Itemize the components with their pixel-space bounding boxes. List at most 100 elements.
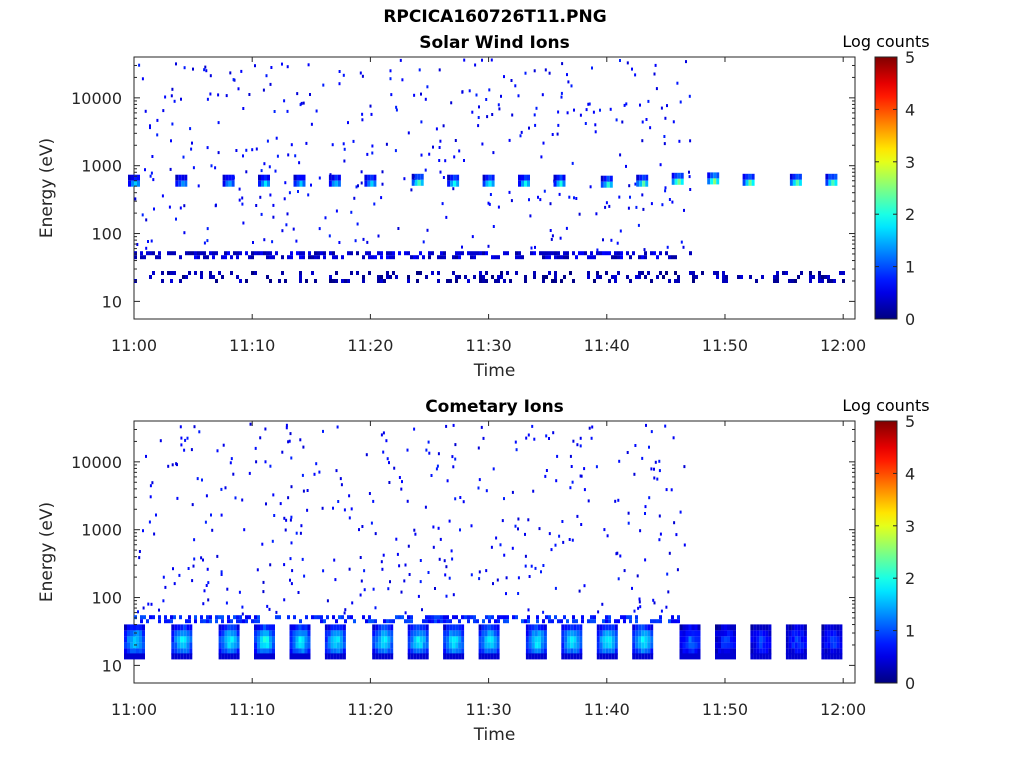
heatmap-cell bbox=[543, 636, 547, 643]
heatmap-cell bbox=[635, 615, 638, 620]
heatmap-cell bbox=[149, 495, 152, 499]
heatmap-cell bbox=[180, 443, 183, 447]
heatmap-cell bbox=[493, 648, 497, 655]
heatmap-cell bbox=[245, 619, 248, 624]
heatmap-cell bbox=[227, 642, 231, 649]
heatmap-cell bbox=[521, 180, 524, 187]
heatmap-cell bbox=[228, 180, 232, 187]
heatmap-cell bbox=[809, 275, 812, 279]
heatmap-cell bbox=[656, 619, 659, 624]
heatmap-cell bbox=[721, 648, 724, 655]
colorbar-tick-label: 2 bbox=[905, 569, 915, 588]
heatmap-cell bbox=[605, 653, 609, 660]
heatmap-cell bbox=[674, 619, 677, 624]
heatmap-cell bbox=[561, 636, 565, 643]
heatmap-cell bbox=[269, 82, 272, 86]
heatmap-cell bbox=[599, 630, 603, 637]
heatmap-cell bbox=[608, 615, 611, 620]
heatmap-cell bbox=[371, 619, 374, 624]
heatmap-cell bbox=[676, 568, 679, 572]
heatmap-cell bbox=[534, 636, 538, 643]
heatmap-cell bbox=[594, 130, 597, 134]
heatmap-cell bbox=[660, 609, 663, 613]
heatmap-cell bbox=[496, 578, 499, 582]
heatmap-cell bbox=[342, 624, 346, 631]
heatmap-cell bbox=[474, 63, 477, 67]
heatmap-cell bbox=[707, 178, 711, 185]
heatmap-cell bbox=[533, 271, 536, 275]
heatmap-cell bbox=[618, 195, 621, 199]
heatmap-cell bbox=[724, 624, 727, 631]
heatmap-cell bbox=[470, 573, 473, 577]
heatmap-cell bbox=[710, 178, 714, 185]
heatmap-cells bbox=[128, 58, 845, 283]
heatmap-cell bbox=[348, 494, 351, 498]
heatmap-cell bbox=[584, 251, 587, 256]
heatmap-cell bbox=[260, 636, 263, 643]
heatmap-cell bbox=[180, 636, 184, 643]
heatmap-cell bbox=[290, 485, 293, 489]
heatmap-cell bbox=[272, 648, 275, 655]
heatmap-cell bbox=[175, 174, 179, 181]
heatmap-cell bbox=[527, 608, 530, 612]
heatmap-cell bbox=[688, 636, 692, 643]
heatmap-cell bbox=[266, 604, 269, 608]
heatmap-cell bbox=[238, 198, 241, 202]
heatmap-cell bbox=[697, 630, 701, 637]
heatmap-cell bbox=[173, 615, 176, 620]
heatmap-cell bbox=[514, 84, 517, 88]
heatmap-cell bbox=[730, 653, 733, 660]
heatmap-cell bbox=[388, 481, 391, 484]
heatmap-cell bbox=[350, 271, 353, 275]
heatmap-cell bbox=[500, 275, 503, 279]
heatmap-cell bbox=[661, 203, 664, 207]
heatmap-cell bbox=[707, 172, 711, 179]
heatmap-cell bbox=[473, 615, 476, 620]
heatmap-cell bbox=[633, 472, 636, 476]
heatmap-cell bbox=[609, 181, 613, 188]
heatmap-cell bbox=[334, 180, 338, 187]
heatmap-cell bbox=[150, 239, 153, 243]
heatmap-cell bbox=[479, 275, 482, 279]
colorbar-label: Log counts bbox=[842, 396, 929, 415]
heatmap-cell bbox=[487, 642, 491, 649]
panel-title: Cometary Ions bbox=[425, 397, 564, 417]
heatmap-cell bbox=[230, 636, 234, 643]
heatmap-cell bbox=[797, 653, 801, 660]
heatmap-cell bbox=[528, 630, 532, 637]
heatmap-cell bbox=[320, 251, 323, 256]
heatmap-cell bbox=[267, 174, 270, 181]
heatmap-cell bbox=[596, 271, 599, 275]
heatmap-cell bbox=[242, 154, 244, 158]
heatmap-cell bbox=[327, 648, 331, 655]
heatmap-cell bbox=[315, 462, 318, 466]
heatmap-cell bbox=[301, 642, 305, 649]
heatmap-cell bbox=[691, 653, 695, 660]
heatmap-cell bbox=[381, 567, 384, 571]
heatmap-cell bbox=[798, 179, 802, 186]
heatmap-cell bbox=[685, 624, 689, 631]
heatmap-cell bbox=[641, 271, 644, 275]
heatmap-cell bbox=[485, 569, 488, 573]
heatmap-cell bbox=[478, 624, 482, 631]
heatmap-cell bbox=[257, 642, 260, 649]
heatmap-cell bbox=[186, 648, 190, 655]
heatmap-cell bbox=[688, 653, 692, 660]
heatmap-cell bbox=[422, 630, 426, 637]
heatmap-cell bbox=[573, 196, 575, 200]
heatmap-cell bbox=[179, 425, 182, 429]
heatmap-cell bbox=[294, 154, 297, 158]
heatmap-cell bbox=[611, 653, 615, 660]
heatmap-cell bbox=[260, 648, 263, 655]
heatmap-cell bbox=[768, 642, 772, 649]
heatmap-cell bbox=[134, 615, 137, 620]
heatmap-cell bbox=[186, 636, 190, 643]
heatmap-cell bbox=[431, 251, 434, 256]
heatmap-cell bbox=[134, 174, 137, 181]
heatmap-cell bbox=[533, 275, 536, 279]
heatmap-cell bbox=[644, 636, 648, 643]
heatmap-cell bbox=[145, 454, 147, 458]
heatmap-cell bbox=[350, 210, 353, 214]
heatmap-cell bbox=[580, 523, 583, 526]
heatmap-cell bbox=[605, 630, 609, 637]
